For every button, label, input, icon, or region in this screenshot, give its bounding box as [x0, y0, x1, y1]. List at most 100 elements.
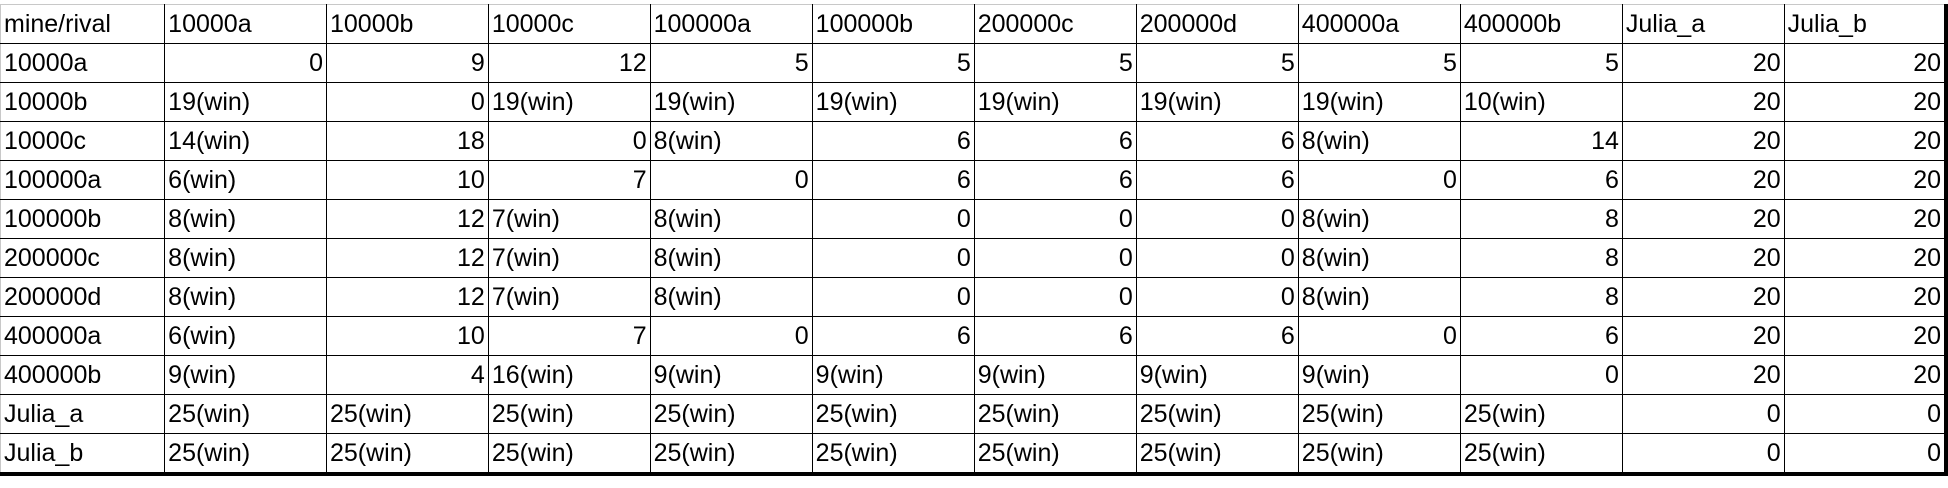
column-header-cell[interactable]: 10000c — [487, 4, 651, 44]
data-cell[interactable]: 12 — [487, 43, 651, 83]
column-header-cell[interactable]: Julia_b — [1783, 4, 1948, 44]
data-cell[interactable]: 8 — [1459, 199, 1623, 239]
data-cell[interactable]: 9(win) — [1297, 355, 1461, 395]
data-cell[interactable]: 5 — [1459, 43, 1623, 83]
data-cell[interactable]: 20 — [1621, 43, 1785, 83]
data-cell[interactable]: 20 — [1621, 277, 1785, 317]
data-cell[interactable]: 8(win) — [164, 277, 327, 317]
data-cell[interactable]: 0 — [973, 238, 1137, 278]
data-cell[interactable]: 20 — [1783, 316, 1948, 356]
data-cell[interactable]: 25(win) — [164, 394, 327, 434]
data-cell[interactable]: 20 — [1783, 238, 1948, 278]
data-cell[interactable]: 20 — [1783, 199, 1948, 239]
data-cell[interactable]: 12 — [326, 238, 489, 278]
data-cell[interactable]: 14 — [1459, 121, 1623, 161]
data-cell[interactable]: 8(win) — [164, 199, 327, 239]
column-header-cell[interactable]: 100000a — [649, 4, 813, 44]
data-cell[interactable]: 25(win) — [1135, 433, 1299, 476]
data-cell[interactable]: 8(win) — [649, 199, 813, 239]
data-cell[interactable]: 7(win) — [487, 238, 651, 278]
row-header-cell[interactable]: 10000c — [0, 121, 166, 161]
row-header-cell[interactable]: 10000b — [0, 82, 166, 122]
data-cell[interactable]: 19(win) — [1135, 82, 1299, 122]
data-cell[interactable]: 5 — [649, 43, 813, 83]
data-cell[interactable]: 9(win) — [164, 355, 327, 395]
data-cell[interactable]: 8(win) — [1297, 277, 1461, 317]
column-header-cell[interactable]: 200000c — [973, 4, 1137, 44]
data-cell[interactable]: 25(win) — [811, 394, 975, 434]
data-cell[interactable]: 9(win) — [811, 355, 975, 395]
data-cell[interactable]: 8(win) — [164, 238, 327, 278]
data-cell[interactable]: 25(win) — [1297, 394, 1461, 434]
data-cell[interactable]: 25(win) — [487, 394, 651, 434]
data-cell[interactable]: 6 — [1135, 160, 1299, 200]
data-cell[interactable]: 20 — [1783, 82, 1948, 122]
data-cell[interactable]: 20 — [1621, 82, 1785, 122]
data-cell[interactable]: 25(win) — [487, 433, 651, 476]
column-header-cell[interactable]: 100000b — [811, 4, 975, 44]
data-cell[interactable]: 25(win) — [1459, 433, 1623, 476]
data-cell[interactable]: 0 — [1783, 394, 1948, 434]
column-header-cell[interactable]: 400000b — [1459, 4, 1623, 44]
data-cell[interactable]: 6 — [973, 121, 1137, 161]
data-cell[interactable]: 9(win) — [973, 355, 1137, 395]
data-cell[interactable]: 25(win) — [649, 394, 813, 434]
data-cell[interactable]: 9 — [326, 43, 489, 83]
data-cell[interactable]: 20 — [1621, 316, 1785, 356]
data-cell[interactable]: 0 — [1135, 199, 1299, 239]
data-cell[interactable]: 18 — [326, 121, 489, 161]
data-cell[interactable]: 0 — [973, 199, 1137, 239]
data-cell[interactable]: 20 — [1783, 355, 1948, 395]
data-cell[interactable]: 8(win) — [649, 277, 813, 317]
data-cell[interactable]: 6 — [1459, 316, 1623, 356]
data-cell[interactable]: 0 — [1297, 316, 1461, 356]
data-cell[interactable]: 0 — [973, 277, 1137, 317]
data-cell[interactable]: 8(win) — [649, 121, 813, 161]
data-cell[interactable]: 25(win) — [1135, 394, 1299, 434]
data-cell[interactable]: 8(win) — [1297, 238, 1461, 278]
row-header-cell[interactable]: Julia_b — [0, 433, 166, 476]
data-cell[interactable]: 8 — [1459, 238, 1623, 278]
data-cell[interactable]: 20 — [1783, 160, 1948, 200]
data-cell[interactable]: 6 — [973, 160, 1137, 200]
data-cell[interactable]: 0 — [1135, 277, 1299, 317]
row-header-cell[interactable]: Julia_a — [0, 394, 166, 434]
data-cell[interactable]: 20 — [1621, 238, 1785, 278]
data-cell[interactable]: 25(win) — [649, 433, 813, 476]
data-cell[interactable]: 6 — [1459, 160, 1623, 200]
data-cell[interactable]: 0 — [1783, 433, 1948, 476]
data-cell[interactable]: 19(win) — [487, 82, 651, 122]
row-header-cell[interactable]: 10000a — [0, 43, 166, 83]
data-cell[interactable]: 5 — [811, 43, 975, 83]
data-cell[interactable]: 20 — [1621, 199, 1785, 239]
data-cell[interactable]: 19(win) — [649, 82, 813, 122]
row-header-cell[interactable]: 400000b — [0, 355, 166, 395]
data-cell[interactable]: 10 — [326, 160, 489, 200]
data-cell[interactable]: 5 — [973, 43, 1137, 83]
data-cell[interactable]: 10(win) — [1459, 82, 1623, 122]
data-cell[interactable]: 5 — [1297, 43, 1461, 83]
column-header-cell[interactable]: 10000b — [326, 4, 489, 44]
data-cell[interactable]: 25(win) — [973, 433, 1137, 476]
row-header-cell[interactable]: 100000a — [0, 160, 166, 200]
data-cell[interactable]: 12 — [326, 199, 489, 239]
data-cell[interactable]: 0 — [811, 238, 975, 278]
data-cell[interactable]: 0 — [649, 160, 813, 200]
data-cell[interactable]: 20 — [1783, 277, 1948, 317]
row-header-cell[interactable]: 200000c — [0, 238, 166, 278]
data-cell[interactable]: 8(win) — [1297, 121, 1461, 161]
column-header-cell[interactable]: 200000d — [1135, 4, 1299, 44]
row-header-cell[interactable]: 100000b — [0, 199, 166, 239]
data-cell[interactable]: 6(win) — [164, 160, 327, 200]
column-header-cell[interactable]: 400000a — [1297, 4, 1461, 44]
corner-header-cell[interactable]: mine/rival — [0, 4, 166, 44]
data-cell[interactable]: 0 — [1621, 433, 1785, 476]
data-cell[interactable]: 20 — [1621, 355, 1785, 395]
data-cell[interactable]: 20 — [1783, 43, 1948, 83]
data-cell[interactable]: 19(win) — [811, 82, 975, 122]
data-cell[interactable]: 0 — [811, 199, 975, 239]
data-cell[interactable]: 25(win) — [1297, 433, 1461, 476]
data-cell[interactable]: 8 — [1459, 277, 1623, 317]
data-cell[interactable]: 20 — [1621, 160, 1785, 200]
data-cell[interactable]: 10 — [326, 316, 489, 356]
